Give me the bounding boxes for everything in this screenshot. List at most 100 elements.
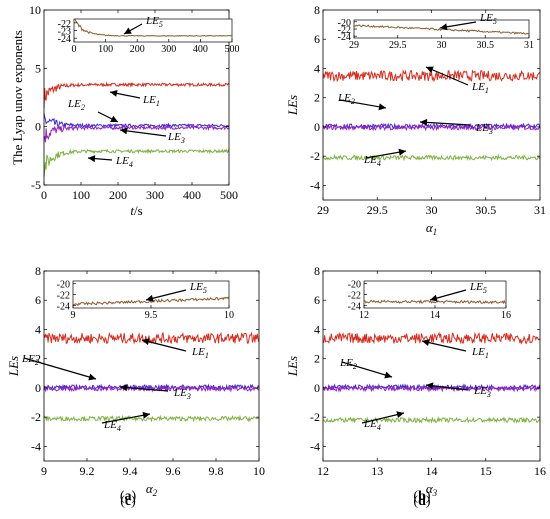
panel-d-xtick-label: 14 (426, 464, 438, 478)
panel-c-inset-annotation-LE5: LE5 (189, 281, 207, 295)
panel-d-arrow-LE3 (425, 384, 469, 391)
panel-b-series-LE3 (322, 123, 541, 132)
panel-c-xtick-label: 9.4 (123, 464, 138, 478)
panel-b-ytick-label: 8 (314, 3, 320, 17)
panel-a-axes-frame (43, 9, 230, 186)
panel-a-arrow-LE3 (119, 129, 167, 137)
panel-a-ytick-label: -5 (31, 178, 41, 192)
panel-b-series-LE1 (322, 69, 541, 83)
panel-a-arrow-LE4-head (88, 155, 96, 163)
panel-c-arrow-LE2 (23, 357, 97, 380)
panel-b-inset-xtick-label: 29 (349, 40, 359, 51)
panel-b-arrow-LE1 (425, 66, 469, 86)
panel-b-ytick-label: -4 (310, 178, 320, 192)
panel-d-xtick-label: 13 (371, 464, 383, 478)
panel-d-xtick-label: 12 (317, 464, 329, 478)
panel-d-inset-ytick-label: -20 (348, 280, 361, 291)
panel-b-arrow-LE2 (339, 99, 387, 109)
panel-c-ytick-label: -4 (31, 439, 41, 453)
panel-d-arrow-LE3-head (426, 382, 434, 390)
panel-a-series-LE3 (43, 125, 230, 143)
panel-b-arrow-LE4-head (398, 148, 406, 156)
panel-c-inset-xtick-label: 10 (224, 310, 234, 321)
panel-d-inset-xtick-label: 14 (430, 310, 440, 321)
panel-b-ylabel: LEs (285, 95, 300, 116)
panel-a-xtick-label: 100 (72, 188, 90, 202)
panel-b-xtick-label: 30 (426, 203, 438, 217)
panel-b-inset-series-LE5 (353, 24, 530, 35)
panel-a-series-LE2 (43, 113, 230, 129)
panel-b-ytick-label: 2 (314, 91, 320, 105)
panel-d-inset-annotation-LE5: LE5 (469, 281, 487, 295)
panel-d-arrow-LE2 (341, 361, 393, 378)
panel-b-inset-xtick-label: 29.5 (389, 40, 407, 51)
panel-a-xlabel: t/s (130, 203, 142, 218)
panel-c-ytick-label: 6 (35, 293, 41, 307)
panel-a-inset-xtick-label: 300 (161, 44, 176, 55)
panel-b-arrow-LE1-head (426, 66, 434, 73)
panel-b-series-LE4 (322, 153, 541, 162)
panel-c-arrow-LE2-head (88, 373, 96, 381)
panel-a-inset-ytick-label: -22 (58, 19, 71, 30)
panel-b-arrow-LE3-head (420, 118, 428, 126)
panel-d-annotation-LE4: LE4 (363, 418, 381, 432)
panel-a-inset-series-LE5 (73, 18, 233, 37)
panel-d-inset-ytick-label: -24 (348, 301, 361, 312)
panel-b-inset-ytick-label: -22 (338, 25, 351, 36)
panel-a-ytick-label: 5 (35, 61, 41, 75)
panel-b-ytick-label: 4 (314, 61, 320, 75)
panel-d-xtick-label: 15 (480, 464, 492, 478)
panel-a-xtick-label: 400 (183, 188, 201, 202)
panel-a-series-LE1 (43, 81, 230, 109)
panel-d-ylabel: LEs (285, 356, 300, 377)
panel-a-ytick-label: 10 (29, 3, 41, 17)
panel-b-caption: (b) (413, 489, 430, 504)
panel-d-inset-xtick-label: 16 (501, 310, 511, 321)
panel-d-inset-xtick-label: 12 (359, 310, 369, 321)
panel-c-inset-frame (72, 280, 230, 309)
panel-b-xtick-label: 29 (317, 203, 329, 217)
panel-b-annotation-LE1: LE1 (471, 81, 489, 95)
panel-d-ytick-label: -2 (310, 410, 320, 424)
panel-d-xtick-label: 16 (534, 464, 546, 478)
panel-c-xtick-label: 9.6 (166, 464, 181, 478)
panel-a-inset-xtick-label: 200 (130, 44, 145, 55)
panel-a-xtick-label: 300 (146, 188, 164, 202)
panel-c-xlabel: α2α2 (146, 481, 158, 498)
panel-c-inset-ytick-label: -22 (57, 291, 70, 302)
panel-d-arrow-LE4 (361, 412, 405, 424)
panel-b-annotation-LE3: LE3 (475, 122, 493, 136)
panel-b-axes-frame (322, 9, 541, 201)
panel-a-arrow-LE3-head (120, 127, 128, 135)
panel-d-ytick-label: 2 (314, 352, 320, 366)
panel-d-inset-ytick-label: -22 (348, 291, 361, 302)
panel-a-inset-annotation-LE5: LE5 (145, 15, 163, 29)
panel-c-caption: (c) (120, 494, 136, 509)
panel-d-ytick-label: 8 (314, 264, 320, 278)
panel-a-annotation-LE3: LE3 (167, 131, 185, 145)
panel-d-ytick-label: 0 (314, 381, 320, 395)
panel-a-inset-arrow-LE5-head (124, 27, 132, 34)
panel-d-inset-series-LE5 (364, 299, 507, 305)
panel-b-arrow-LE2-head (378, 103, 386, 111)
panel-c-arrow-LE1 (141, 339, 187, 352)
panel-b-inset-ytick-label: -20 (338, 18, 351, 29)
panel-c-inset-ytick-label: -20 (57, 280, 70, 291)
panel-c-arrow-LE3 (119, 386, 169, 392)
panel-c-arrow-LE1-head (142, 338, 150, 346)
panel-c-inset-xtick-label: 9.5 (145, 310, 158, 321)
panel-d-inset-arrow-LE5-head (430, 294, 438, 302)
panel-c-xtick-label: 10 (253, 464, 265, 478)
panel-a-caption: (a) (120, 489, 137, 504)
panel-b-ytick-label: -2 (310, 149, 320, 163)
panel-b-ytick-label: 0 (314, 120, 320, 134)
panel-d-arrow-LE1-head (422, 339, 430, 346)
panel-c-ytick-label: 4 (35, 322, 41, 336)
panel-c-axes-frame (43, 270, 260, 462)
panel-b-ytick-label: 6 (314, 32, 320, 46)
panel-c-ytick-label: 2 (35, 352, 41, 366)
panel-a-annotation-LE2: LE2 (67, 98, 85, 112)
panel-a-inset-xtick-label: 100 (98, 44, 113, 55)
panel-a-inset-ytick-label: -24 (58, 34, 71, 45)
panel-d-caption: (d) (413, 494, 430, 509)
